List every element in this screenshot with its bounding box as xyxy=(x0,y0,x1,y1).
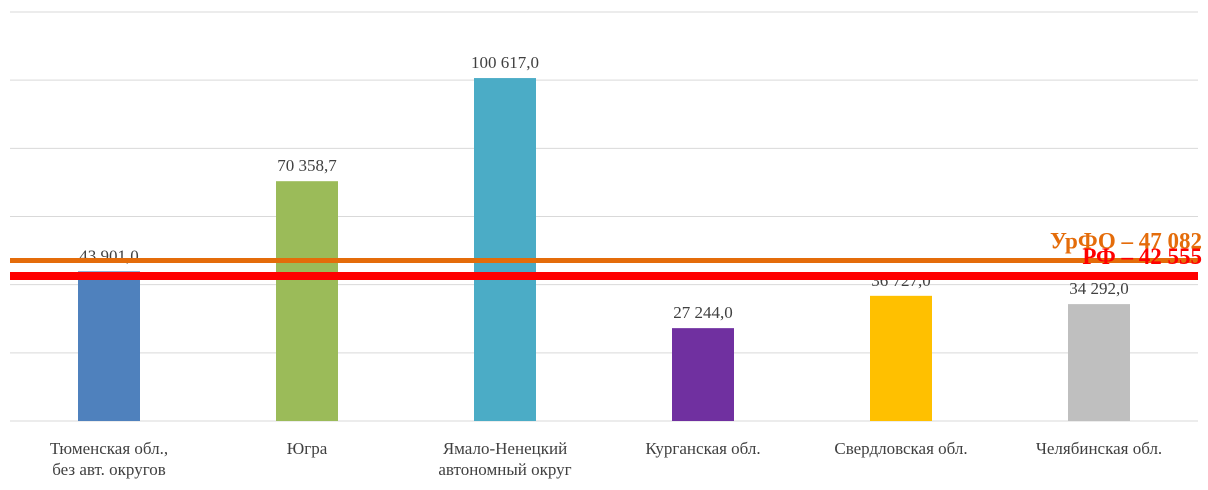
x-tick-label: Курганская обл. xyxy=(645,439,761,458)
x-tick-label: Ямало-Ненецкий автономный округ xyxy=(438,439,572,479)
bar xyxy=(870,295,932,421)
data-label: 34 292,0 xyxy=(1069,279,1129,298)
bar xyxy=(1068,304,1130,421)
reference-label: УрФО – 47 082 xyxy=(1050,229,1202,254)
data-label: 100 617,0 xyxy=(471,53,539,72)
bar xyxy=(672,328,734,421)
bar xyxy=(78,271,140,421)
x-tick-label: Тюменская обл., без авт. округов xyxy=(49,439,169,479)
bar xyxy=(276,181,338,421)
bar xyxy=(474,78,536,422)
x-tick-label: Югра xyxy=(286,439,328,458)
x-tick-label: Челябинская обл. xyxy=(1035,439,1163,458)
reference-label: РФ – 42 555 xyxy=(1082,244,1202,269)
x-tick-label: Свердловская обл. xyxy=(834,439,968,458)
data-label: 27 244,0 xyxy=(673,303,733,322)
data-label: 70 358,7 xyxy=(277,156,337,175)
